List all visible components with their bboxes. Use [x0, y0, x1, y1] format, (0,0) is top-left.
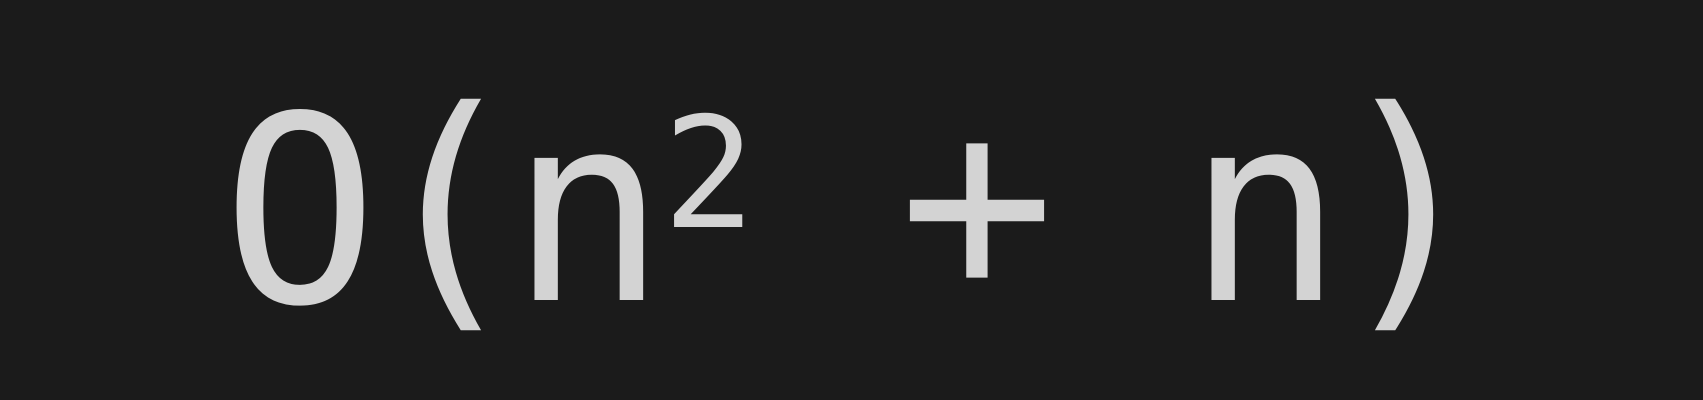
formula-base: n — [510, 60, 667, 362]
formula-operator: + — [899, 52, 1056, 354]
formula-exponent: 2 — [663, 85, 756, 264]
formula-function: O — [222, 62, 379, 364]
formula-open-paren: ( — [369, 56, 526, 358]
formula-close-paren: ) — [1331, 56, 1488, 358]
formula-term: n — [1187, 60, 1344, 362]
